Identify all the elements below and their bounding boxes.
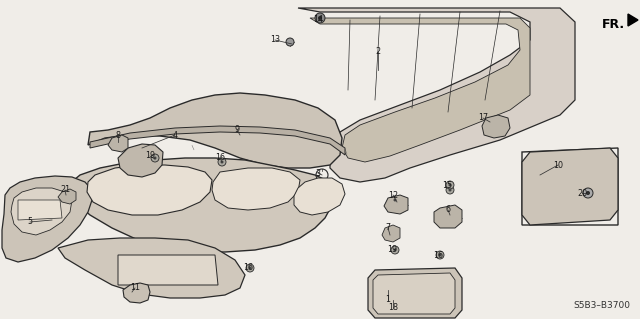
Polygon shape: [87, 165, 212, 215]
Polygon shape: [11, 188, 72, 235]
Text: 7: 7: [385, 224, 390, 233]
Circle shape: [446, 181, 454, 189]
Text: 6: 6: [445, 205, 451, 214]
Circle shape: [151, 154, 159, 162]
Text: 14: 14: [313, 16, 323, 25]
Polygon shape: [212, 168, 300, 210]
Polygon shape: [108, 135, 128, 152]
Circle shape: [583, 188, 593, 198]
Polygon shape: [434, 205, 462, 228]
Polygon shape: [382, 225, 400, 242]
Polygon shape: [368, 268, 462, 318]
Text: 11: 11: [130, 284, 140, 293]
Circle shape: [391, 196, 399, 204]
Text: 15: 15: [442, 182, 452, 190]
Circle shape: [221, 160, 223, 164]
Polygon shape: [298, 8, 575, 182]
Text: 5: 5: [28, 218, 33, 226]
Circle shape: [154, 157, 157, 160]
Circle shape: [286, 38, 294, 46]
Polygon shape: [522, 148, 618, 225]
Circle shape: [248, 266, 252, 270]
Text: 8: 8: [115, 130, 120, 139]
Text: 16: 16: [433, 251, 443, 261]
Text: 3: 3: [316, 168, 321, 177]
Text: 12: 12: [388, 190, 398, 199]
Text: 10: 10: [553, 160, 563, 169]
Text: 9: 9: [234, 125, 239, 135]
Polygon shape: [58, 189, 76, 204]
Circle shape: [394, 249, 397, 251]
Text: 1: 1: [385, 295, 390, 305]
Polygon shape: [88, 93, 342, 168]
Polygon shape: [18, 200, 62, 220]
Polygon shape: [384, 195, 408, 214]
Text: 19: 19: [145, 152, 155, 160]
Polygon shape: [2, 176, 92, 262]
Text: 13: 13: [270, 35, 280, 44]
Text: 17: 17: [478, 114, 488, 122]
Text: 18: 18: [388, 303, 398, 313]
Polygon shape: [118, 255, 218, 285]
Circle shape: [246, 264, 254, 272]
Polygon shape: [58, 238, 245, 298]
Polygon shape: [482, 115, 510, 138]
Circle shape: [436, 251, 444, 259]
Circle shape: [586, 191, 590, 195]
Text: 19: 19: [387, 246, 397, 255]
Text: 2: 2: [376, 48, 381, 56]
Circle shape: [394, 198, 397, 202]
Polygon shape: [118, 144, 163, 177]
Polygon shape: [373, 273, 455, 314]
Text: S5B3–B3700: S5B3–B3700: [573, 300, 630, 309]
Circle shape: [490, 124, 498, 132]
Polygon shape: [628, 14, 638, 26]
Text: 16: 16: [215, 153, 225, 162]
Polygon shape: [123, 283, 150, 303]
Circle shape: [438, 254, 442, 256]
Circle shape: [218, 158, 226, 166]
Polygon shape: [90, 126, 345, 155]
Text: 20: 20: [577, 189, 587, 197]
Polygon shape: [294, 178, 345, 215]
Text: 21: 21: [60, 186, 70, 195]
Polygon shape: [310, 18, 530, 162]
Text: 16: 16: [243, 263, 253, 272]
Text: FR.: FR.: [602, 18, 625, 31]
Circle shape: [318, 16, 322, 20]
Circle shape: [449, 183, 451, 187]
Text: 4: 4: [173, 130, 177, 139]
Circle shape: [449, 189, 451, 191]
Circle shape: [315, 13, 325, 23]
Circle shape: [391, 246, 399, 254]
Circle shape: [446, 186, 454, 194]
Polygon shape: [68, 158, 335, 252]
